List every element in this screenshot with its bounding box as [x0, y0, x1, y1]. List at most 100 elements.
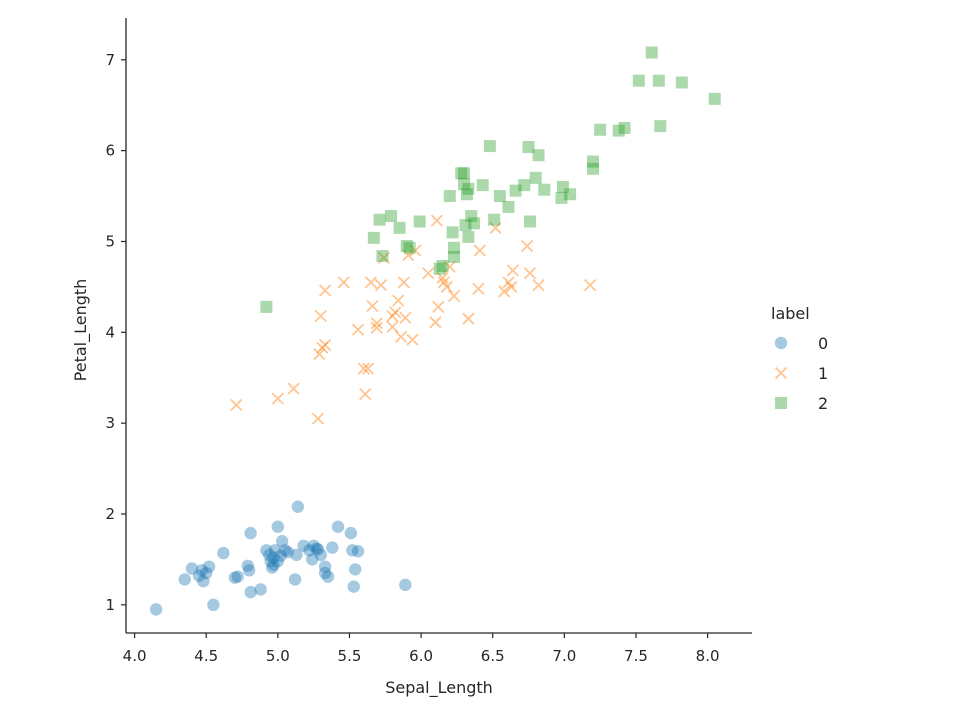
point-label-2-37: [556, 180, 569, 193]
point-label-1-47: [520, 239, 534, 253]
point-label-2-49: [708, 92, 721, 105]
point-label-0-41: [318, 566, 332, 580]
point-label-0-9: [217, 546, 230, 560]
point-label-1-17: [370, 321, 383, 334]
point-label-2-11: [443, 190, 456, 203]
x-tick-label: 6.0: [409, 647, 433, 665]
legend-entry-0: 0: [818, 334, 828, 353]
point-label-1-38: [447, 289, 461, 303]
x-axis-ticks: 4.0 4.5 5.0 5.5 6.0 6.5 7.0 7.5 8.0: [123, 633, 720, 665]
point-label-2-34: [532, 149, 545, 162]
legend-marker-0: [774, 336, 788, 350]
y-tick-label: 2: [105, 505, 115, 523]
legend-title: label: [771, 304, 810, 323]
point-label-0-40: [318, 560, 332, 573]
point-label-2-5: [393, 221, 406, 234]
point-label-0-15: [244, 585, 257, 599]
y-tick-label: 7: [105, 51, 115, 69]
point-label-0-32: [291, 500, 305, 513]
point-label-2-24: [476, 179, 489, 192]
point-label-1-21: [386, 320, 399, 333]
point-label-2-20: [462, 182, 475, 195]
point-label-1-16: [370, 317, 383, 330]
point-label-1-26: [399, 311, 412, 324]
x-tick-label: 6.5: [481, 647, 505, 665]
x-tick-label: 7.5: [624, 647, 648, 665]
point-label-1-35: [437, 276, 451, 289]
points-layer: [149, 46, 721, 616]
point-label-1-22: [389, 306, 402, 319]
point-label-2-12: [446, 226, 459, 239]
point-label-2-13: [448, 241, 461, 254]
point-label-1-37: [443, 260, 456, 274]
point-label-1-42: [489, 221, 502, 234]
point-label-2-4: [385, 210, 398, 223]
point-label-2-1: [367, 231, 380, 244]
y-axis-ticks: 1 2 3 4 5 6 7: [105, 51, 126, 614]
point-label-2-10: [436, 259, 449, 272]
legend-marker-1: [774, 366, 788, 380]
point-label-2-2: [373, 213, 386, 226]
point-label-2-35: [538, 183, 551, 196]
point-label-0-5: [197, 575, 210, 588]
point-label-1-25: [397, 276, 411, 289]
point-label-0-39: [314, 548, 328, 562]
x-tick-label: 7.0: [552, 647, 576, 665]
y-tick-label: 1: [105, 596, 115, 614]
point-label-2-30: [518, 179, 531, 192]
point-label-2-23: [468, 217, 481, 230]
point-label-1-45: [505, 280, 518, 294]
point-label-1-9: [337, 276, 350, 289]
point-label-1-28: [406, 333, 419, 346]
point-label-2-17: [458, 178, 471, 191]
point-label-1-14: [364, 276, 378, 289]
point-label-1-32: [430, 214, 443, 227]
point-label-2-29: [509, 184, 522, 197]
point-label-2-33: [529, 171, 542, 184]
point-label-2-39: [586, 162, 599, 175]
point-label-1-1: [271, 392, 284, 405]
point-label-2-19: [460, 188, 473, 201]
point-label-1-44: [502, 276, 515, 289]
x-tick-label: 5.0: [266, 647, 290, 665]
point-label-1-36: [440, 280, 454, 294]
point-label-2-18: [459, 219, 472, 232]
point-label-1-3: [311, 412, 325, 425]
point-label-2-32: [523, 215, 536, 228]
point-label-0-8: [207, 598, 220, 612]
point-label-2-41: [594, 123, 607, 136]
x-tick-label: 4.0: [123, 647, 147, 665]
point-label-1-13: [361, 362, 375, 375]
point-label-1-34: [436, 271, 449, 284]
point-label-0-43: [326, 541, 339, 554]
point-label-1-6: [316, 341, 329, 354]
point-label-0-44: [331, 520, 345, 533]
point-label-1-19: [377, 251, 390, 264]
point-label-2-0: [260, 300, 273, 313]
point-label-0-24: [271, 520, 285, 533]
legend-marker-2: [775, 397, 787, 409]
point-label-0-28: [278, 544, 292, 557]
point-label-1-29: [409, 244, 422, 257]
y-tick-label: 5: [105, 232, 115, 250]
point-label-0-2: [185, 562, 199, 575]
point-label-0-49: [351, 545, 365, 558]
point-label-1-7: [318, 338, 332, 352]
point-label-0-17: [260, 544, 273, 557]
x-tick-label: 4.5: [194, 647, 218, 665]
point-label-2-38: [564, 188, 577, 201]
point-label-0-23: [268, 544, 282, 557]
point-label-2-46: [652, 74, 665, 87]
y-tick-label: 3: [105, 414, 115, 432]
point-label-1-30: [422, 267, 435, 280]
point-label-2-14: [448, 250, 461, 263]
point-label-1-15: [366, 299, 379, 313]
point-label-2-8: [413, 215, 426, 228]
point-label-2-36: [555, 191, 568, 204]
point-label-0-33: [297, 539, 310, 552]
point-label-0-25: [271, 555, 285, 568]
point-label-2-16: [458, 167, 471, 180]
point-label-1-46: [506, 264, 519, 277]
point-label-1-20: [386, 309, 399, 323]
x-tick-label: 8.0: [696, 647, 720, 665]
